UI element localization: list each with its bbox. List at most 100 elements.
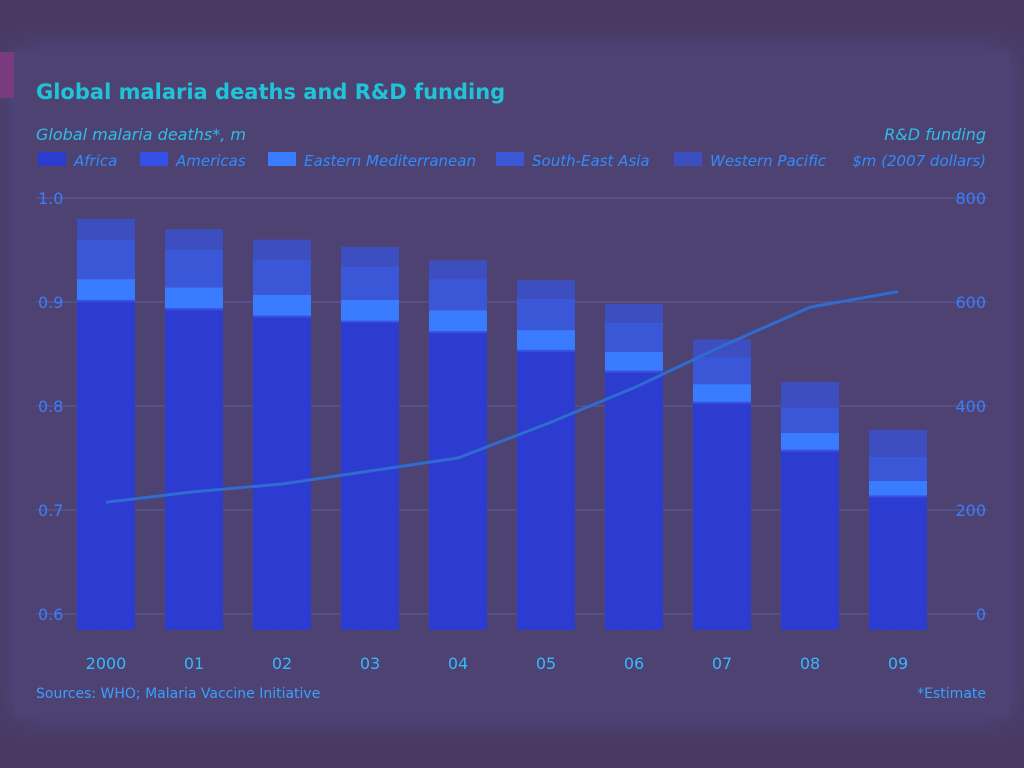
bar-8-2	[781, 433, 839, 450]
legend-swatch-4	[674, 152, 702, 166]
source-note: Sources: WHO; Malaria Vaccine Initiative	[36, 686, 320, 702]
bar-4-3	[429, 279, 487, 311]
bar-2-4	[253, 239, 311, 260]
legend-label-3: South-East Asia	[532, 152, 650, 170]
bar-5-1	[517, 349, 575, 352]
legend-swatch-1	[140, 152, 168, 166]
bar-break-2	[253, 630, 311, 638]
bar-2-0	[253, 317, 311, 614]
bar-6-3	[605, 322, 663, 352]
right-tick-1: 600	[955, 293, 986, 312]
legend-swatch-0	[38, 152, 66, 166]
left-tick-3: 0.7	[38, 501, 63, 520]
chart-legend: Africa Americas Eastern Mediterranean South…	[38, 152, 827, 170]
x-tick-7: 07	[712, 654, 732, 673]
bar-0-0	[77, 302, 135, 614]
bar-7-3	[693, 357, 751, 385]
bar-base-3	[341, 614, 399, 630]
bar-base-6	[605, 614, 663, 630]
bar-base-2	[253, 614, 311, 630]
bar-base-1	[165, 614, 223, 630]
x-tick-4: 04	[448, 654, 468, 673]
right-tick-4: 0	[976, 605, 986, 624]
bar-4-0	[429, 333, 487, 614]
x-axis: 2000 01 02 03 04 05 06 07 08 09	[86, 654, 909, 673]
right-axis-unit: $m (2007 dollars)	[852, 152, 986, 170]
footnote: *Estimate	[917, 686, 986, 702]
bar-base-5	[517, 614, 575, 630]
bar-break-3	[341, 630, 399, 638]
bar-1-4	[165, 229, 223, 250]
bar-5-3	[517, 298, 575, 331]
bar-base-7	[693, 614, 751, 630]
bar-7-2	[693, 384, 751, 402]
right-axis-label: R&D funding	[884, 125, 986, 144]
bar-9-0	[869, 497, 927, 614]
bar-0-2	[77, 279, 135, 300]
left-tick-0: 1.0	[38, 189, 63, 208]
bar-3-1	[341, 320, 399, 323]
legend-label-0: Africa	[73, 152, 117, 170]
bar-6-0	[605, 372, 663, 614]
bar-2-2	[253, 294, 311, 316]
bar-3-4	[341, 246, 399, 267]
right-tick-2: 400	[955, 397, 986, 416]
x-tick-8: 08	[800, 654, 820, 673]
bar-break-0	[77, 630, 135, 638]
bar-0-4	[77, 218, 135, 240]
bar-4-2	[429, 310, 487, 332]
brand-accent-tab	[0, 52, 14, 98]
x-tick-5: 05	[536, 654, 556, 673]
bar-0-3	[77, 239, 135, 280]
bar-6-2	[605, 351, 663, 371]
bar-3-3	[341, 266, 399, 300]
bar-break-8	[781, 630, 839, 638]
left-y-axis: 1.0 0.9 0.8 0.7 0.6	[38, 189, 63, 624]
bar-break-1	[165, 630, 223, 638]
bar-series	[77, 218, 927, 638]
bar-8-4	[781, 382, 839, 409]
bar-base-9	[869, 614, 927, 630]
bar-1-0	[165, 310, 223, 614]
bar-5-4	[517, 280, 575, 299]
funding-line	[105, 290, 899, 504]
bar-5-2	[517, 330, 575, 350]
bar-8-3	[781, 408, 839, 434]
bar-2-3	[253, 259, 311, 295]
x-tick-3: 03	[360, 654, 380, 673]
funding-line-path	[105, 290, 899, 504]
legend-swatch-3	[496, 152, 524, 166]
legend-label-4: Western Pacific	[710, 152, 827, 170]
x-tick-1: 01	[184, 654, 204, 673]
bar-7-1	[693, 401, 751, 404]
legend-swatch-2	[268, 152, 296, 166]
bar-break-4	[429, 630, 487, 638]
bar-6-4	[605, 304, 663, 323]
bar-base-8	[781, 614, 839, 630]
bar-5-0	[517, 351, 575, 614]
right-tick-3: 200	[955, 501, 986, 520]
left-tick-4: 0.6	[38, 605, 63, 624]
right-y-axis: 800 600 400 200 0	[955, 189, 986, 624]
bar-break-7	[693, 630, 751, 638]
bar-break-6	[605, 630, 663, 638]
bar-3-2	[341, 299, 399, 321]
bar-1-3	[165, 250, 223, 288]
left-tick-1: 0.9	[38, 293, 63, 312]
bar-9-1	[869, 495, 927, 498]
x-tick-9: 09	[888, 654, 908, 673]
x-tick-2: 02	[272, 654, 292, 673]
bar-4-1	[429, 331, 487, 334]
bar-7-0	[693, 403, 751, 614]
bar-8-1	[781, 449, 839, 452]
left-axis-label: Global malaria deaths*, m	[36, 125, 246, 144]
bar-9-3	[869, 456, 927, 481]
bar-break-9	[869, 630, 927, 638]
chart-title: Global malaria deaths and R&D funding	[36, 80, 505, 104]
legend-label-2: Eastern Mediterranean	[304, 152, 476, 170]
bar-break-5	[517, 630, 575, 638]
bar-base-4	[429, 614, 487, 630]
bar-9-2	[869, 480, 927, 496]
x-tick-0: 2000	[86, 654, 127, 673]
